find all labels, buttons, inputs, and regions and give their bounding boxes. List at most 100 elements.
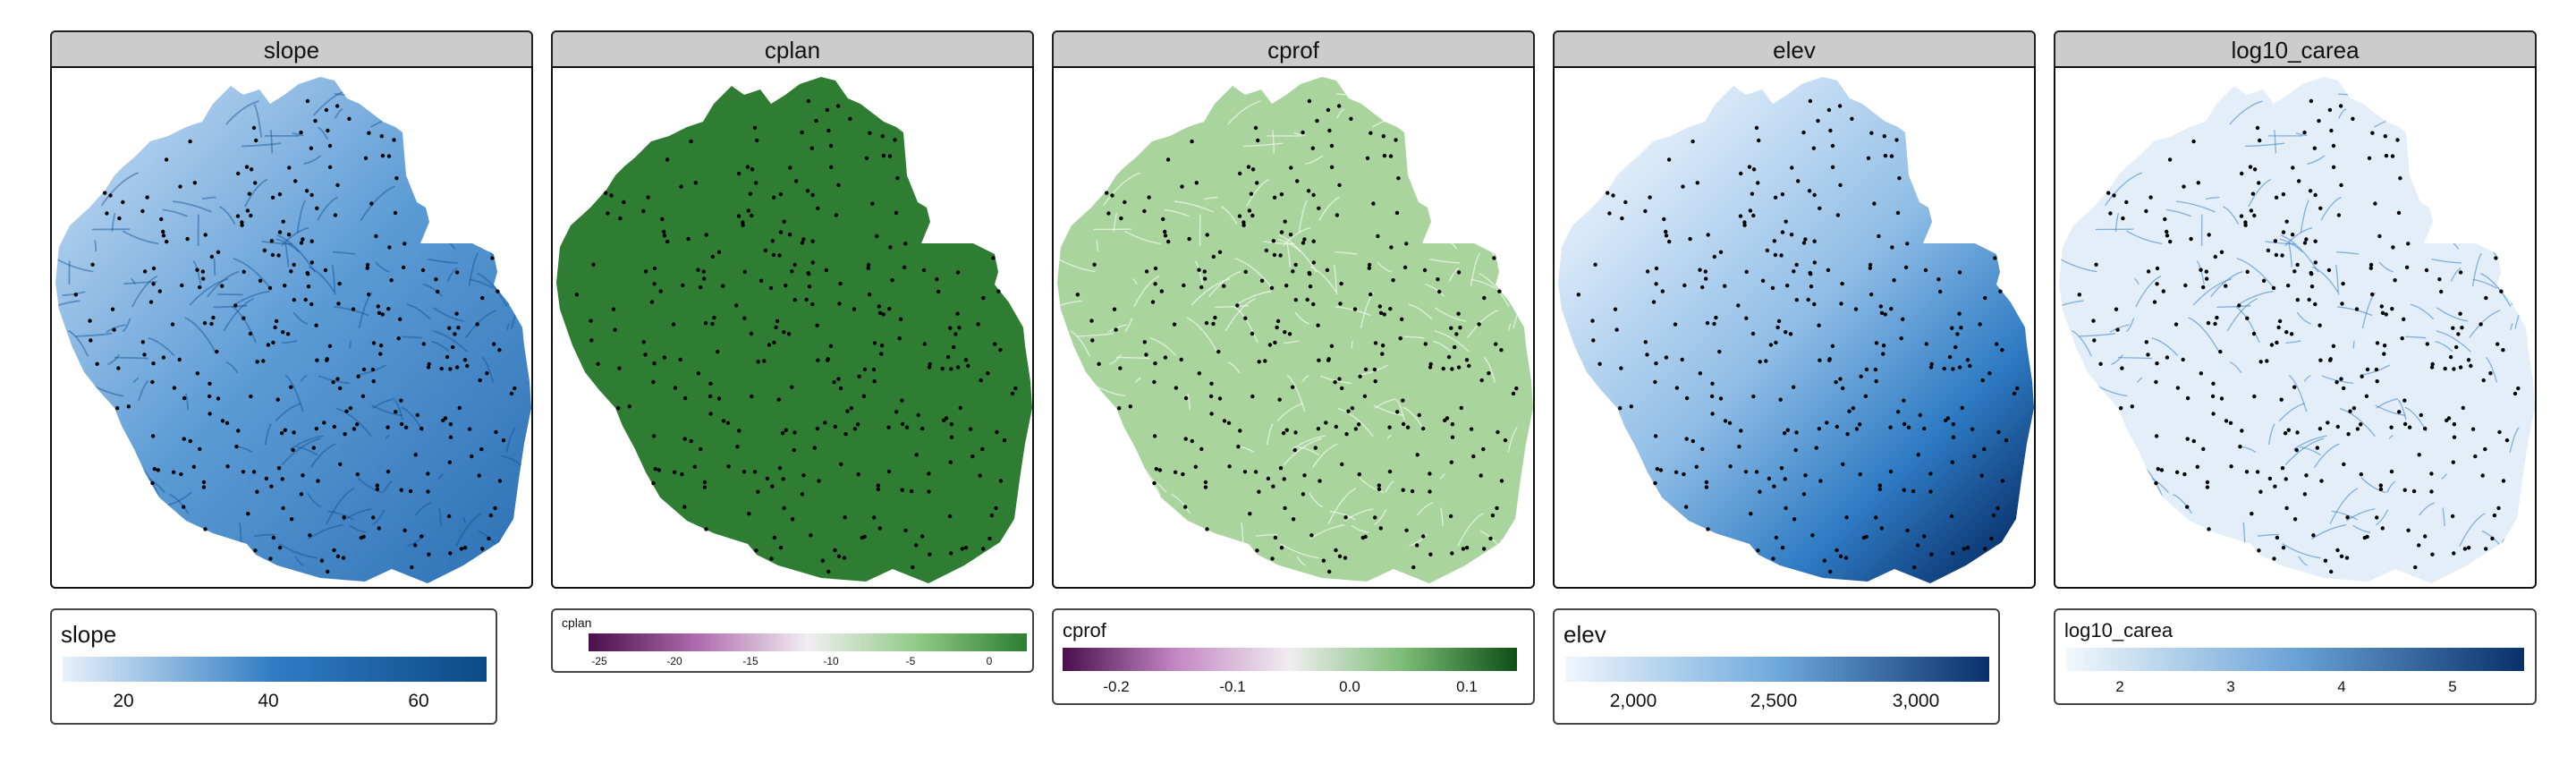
sample-point (156, 468, 161, 472)
sample-point (1271, 239, 1276, 243)
sample-point (689, 139, 693, 144)
sample-point (989, 513, 995, 518)
sample-point (178, 184, 182, 189)
sample-point (240, 220, 244, 225)
sample-point (2398, 176, 2402, 181)
sample-point (1428, 489, 1432, 494)
sample-point (198, 446, 202, 452)
sample-point (293, 179, 298, 183)
sample-point (1859, 374, 1863, 378)
sample-point (1490, 513, 1496, 518)
sample-point (355, 422, 360, 427)
sample-point (708, 412, 713, 416)
sample-point (1718, 396, 1724, 401)
sample-point (421, 342, 426, 346)
sample-point (1684, 395, 1690, 401)
sample-point (2251, 331, 2257, 336)
sample-point (2213, 254, 2217, 259)
sample-point (378, 344, 384, 348)
sample-point (1217, 250, 1223, 254)
sample-point (1653, 379, 1657, 385)
sample-point (986, 371, 990, 376)
sample-point (413, 543, 418, 548)
sample-point (868, 131, 872, 135)
sample-point (1142, 208, 1147, 214)
sample-point (1302, 473, 1307, 478)
sample-point (1203, 480, 1208, 485)
sample-point (2494, 256, 2498, 260)
sample-point (1727, 420, 1733, 425)
sample-point (792, 447, 796, 453)
sample-point (890, 278, 894, 283)
sample-point (957, 326, 962, 330)
tick-label: -5 (905, 655, 916, 667)
sample-point (836, 183, 841, 188)
sample-point (1614, 327, 1619, 332)
sample-point (2512, 391, 2518, 396)
sample-point (309, 146, 313, 150)
sample-point (1739, 429, 1743, 433)
sample-point (2182, 184, 2186, 189)
sample-point (914, 543, 919, 548)
sample-point (1688, 236, 1692, 242)
sample-point (2488, 371, 2493, 376)
sample-point (447, 460, 452, 464)
sample-point (1792, 385, 1796, 389)
sample-point (1119, 216, 1123, 221)
sample-point (2479, 322, 2483, 327)
sample-point (1950, 460, 1954, 464)
sample-point (1881, 344, 1886, 348)
sample-point (1309, 533, 1314, 538)
sample-point (784, 428, 788, 432)
sample-point (1333, 380, 1337, 385)
sample-point (2205, 480, 2210, 485)
sample-point (1203, 485, 1208, 489)
tick-label: 3 (2226, 678, 2235, 695)
sample-point (2359, 472, 2363, 477)
sample-point (376, 304, 380, 309)
sample-point (2490, 536, 2495, 541)
sample-point (2344, 556, 2350, 560)
sample-point (216, 250, 221, 254)
sample-point (1874, 379, 1878, 384)
sample-point (1996, 505, 2000, 511)
sample-point (2458, 270, 2463, 275)
sample-point (1843, 556, 1849, 560)
sample-point (2384, 312, 2388, 317)
sample-point (1989, 536, 1994, 541)
sample-point (380, 153, 386, 158)
sample-point (2456, 332, 2461, 336)
sample-point (2004, 438, 2009, 443)
sample-point (426, 471, 430, 476)
sample-point (220, 419, 225, 423)
sample-point (254, 138, 258, 143)
sample-point (378, 352, 383, 356)
sample-point (2393, 278, 2397, 283)
sample-point (2275, 340, 2279, 345)
sample-point (371, 379, 376, 384)
sample-point (2370, 292, 2375, 297)
sample-point (2430, 552, 2435, 556)
sample-point (1283, 505, 1287, 511)
sample-point (1161, 217, 1165, 222)
sample-point (2279, 397, 2284, 402)
sample-point (834, 213, 839, 217)
sample-point (327, 143, 333, 149)
sample-point (342, 515, 346, 520)
sample-point (2368, 262, 2374, 268)
sample-point (651, 480, 656, 486)
sample-point (792, 430, 797, 435)
sample-point (1450, 422, 1455, 427)
sample-point (1147, 195, 1151, 200)
sample-point (2106, 191, 2111, 195)
sample-point (2273, 484, 2277, 488)
sample-point (826, 128, 831, 133)
sample-point (2341, 281, 2345, 286)
sample-point (2175, 386, 2181, 390)
sample-point (1144, 353, 1148, 357)
sample-point (188, 139, 192, 144)
sample-point (2239, 214, 2244, 218)
sample-point (1654, 282, 1658, 286)
sample-point (2326, 268, 2332, 273)
sample-point (1899, 336, 1903, 341)
